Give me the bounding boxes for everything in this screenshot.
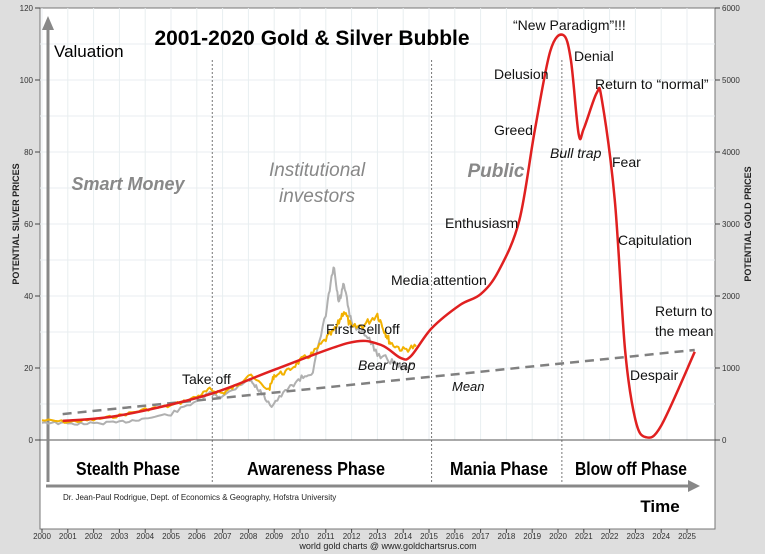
source-text: world gold charts @ www.goldchartsrus.co… (298, 541, 476, 551)
x-tick-label: 2001 (59, 532, 77, 541)
annotation-delusion: Delusion (494, 66, 548, 82)
x-tick-label: 2013 (369, 532, 387, 541)
x-tick-label: 2008 (240, 532, 258, 541)
group-institutional-line1: Institutional (269, 160, 366, 181)
credit-text: Dr. Jean-Paul Rodrigue, Dept. of Economi… (63, 493, 336, 502)
x-tick-label: 2018 (498, 532, 516, 541)
x-tick-label: 2012 (343, 532, 361, 541)
x-tick-label: 2005 (162, 532, 180, 541)
annotation-return-mean-line2: the mean (655, 323, 713, 339)
right-axis-label: POTENTIAL GOLD PRICES (743, 166, 753, 281)
annotation-enthusiasm: Enthusiasm (445, 215, 518, 231)
right-tick-label: 4000 (722, 148, 740, 157)
annotation-take-off: Take off (182, 371, 231, 387)
right-tick-label: 0 (722, 436, 727, 445)
x-tick-label: 2017 (472, 532, 490, 541)
annotation-new-paradigm: “New Paradigm”!!! (513, 17, 626, 33)
group-public: Public (467, 161, 524, 182)
x-tick-label: 2004 (136, 532, 154, 541)
x-tick-label: 2009 (265, 532, 283, 541)
annotation-return-mean-line1: Return to (655, 303, 713, 319)
left-tick-label: 20 (24, 364, 33, 373)
x-tick-label: 2021 (575, 532, 593, 541)
x-tick-label: 2015 (420, 532, 438, 541)
x-tick-label: 2007 (214, 532, 232, 541)
series-mean-line (62, 348, 695, 416)
x-tick-label: 2016 (446, 532, 464, 541)
x-tick-label: 2006 (188, 532, 206, 541)
phase-mania: Mania Phase (450, 459, 548, 479)
right-tick-label: 3000 (722, 220, 740, 229)
phase-awareness: Awareness Phase (247, 459, 385, 479)
right-tick-label: 1000 (722, 364, 740, 373)
left-tick-label: 0 (29, 436, 34, 445)
group-institutional-line2: investors (279, 186, 356, 207)
annotation-media-attention: Media attention (391, 272, 487, 288)
left-tick-label: 80 (24, 148, 33, 157)
annotation-return-normal: Return to “normal” (595, 76, 709, 92)
annotation-first-sell-off: First Sell off (326, 321, 400, 337)
annotation-mean: Mean (452, 379, 485, 394)
left-axis-label: POTENTIAL SILVER PRICES (11, 163, 21, 284)
x-tick-label: 2019 (523, 532, 541, 541)
right-tick-label: 2000 (722, 292, 740, 301)
left-tick-label: 40 (24, 292, 33, 301)
annotation-capitulation: Capitulation (618, 232, 692, 248)
y-arrow-label: Valuation (54, 42, 124, 61)
left-tick-label: 60 (24, 220, 33, 229)
x-tick-label: 2022 (601, 532, 619, 541)
x-tick-label: 2010 (291, 532, 309, 541)
group-smart-money: Smart Money (71, 174, 185, 194)
x-tick-label: 2002 (85, 532, 103, 541)
right-tick-label: 5000 (722, 76, 740, 85)
valuation-arrow-head (42, 16, 54, 30)
x-tick-label: 2020 (549, 532, 567, 541)
x-arrow-label: Time (640, 497, 679, 516)
x-tick-label: 2023 (627, 532, 645, 541)
right-tick-label: 6000 (722, 4, 740, 13)
annotation-bear-trap: Bear trap (358, 357, 416, 373)
left-tick-label: 100 (20, 76, 34, 85)
annotation-fear: Fear (612, 154, 641, 170)
phase-stealth: Stealth Phase (76, 459, 180, 479)
x-tick-label: 2003 (111, 532, 129, 541)
time-arrow-head (688, 480, 700, 492)
annotation-denial: Denial (574, 48, 614, 64)
x-tick-label: 2024 (652, 532, 670, 541)
annotation-greed: Greed (494, 122, 533, 138)
annotation-despair: Despair (630, 367, 679, 383)
annotation-bull-trap: Bull trap (550, 145, 602, 161)
x-tick-label: 2011 (317, 532, 335, 541)
chart-title: 2001-2020 Gold & Silver Bubble (154, 27, 469, 50)
x-tick-label: 2025 (678, 532, 696, 541)
x-tick-label: 2014 (394, 532, 412, 541)
phase-blow-off: Blow off Phase (575, 459, 687, 479)
left-tick-label: 120 (20, 4, 34, 13)
x-tick-label: 2000 (33, 532, 51, 541)
series-bubble-curve (62, 33, 696, 439)
